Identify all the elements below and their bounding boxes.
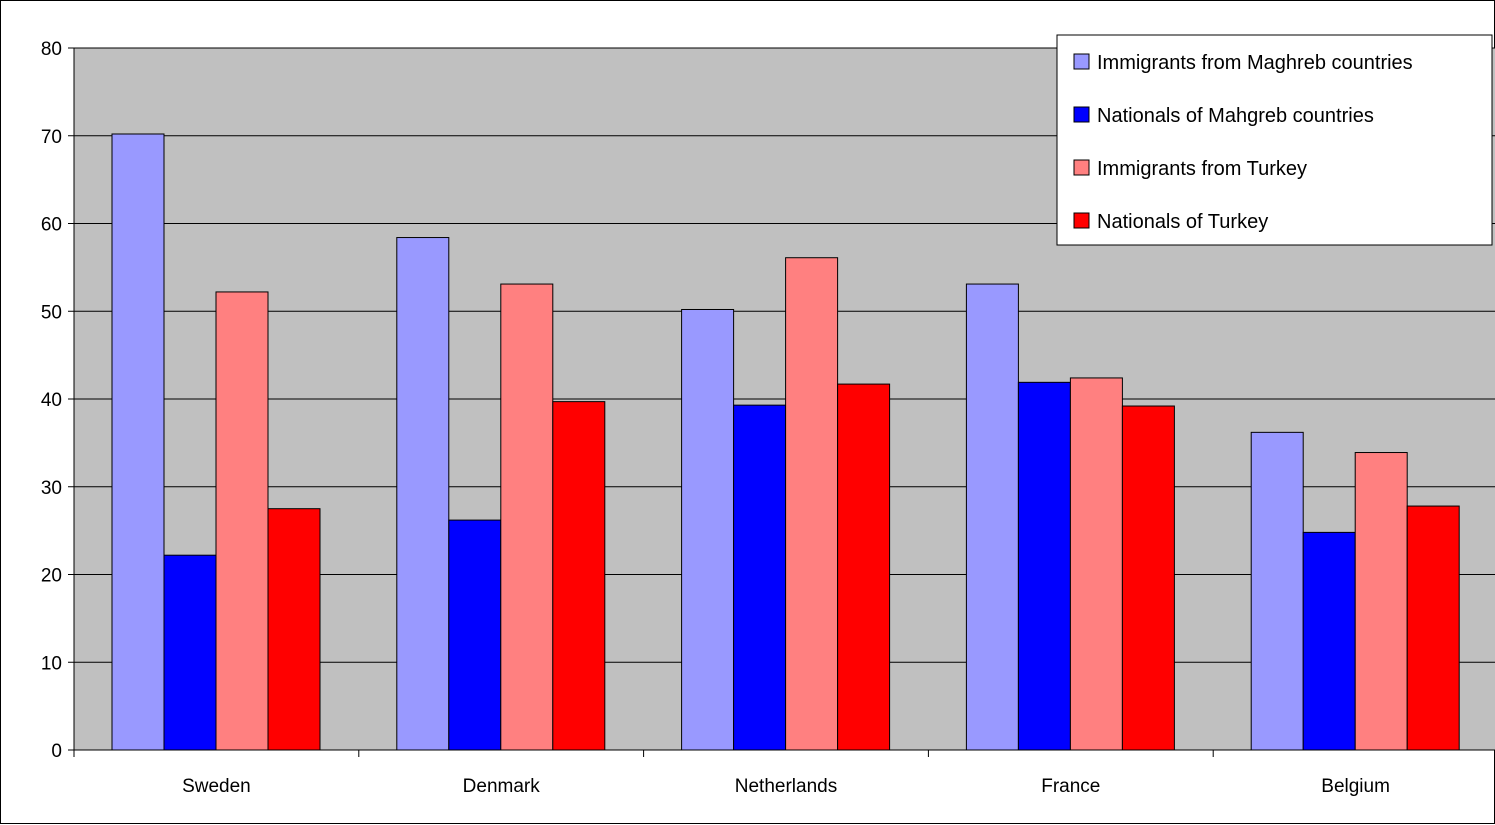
bar-2-sweden: [163, 554, 217, 751]
axes: [68, 47, 1495, 757]
bar-4-sweden: [267, 508, 321, 751]
legend-swatch-3: [1073, 159, 1090, 176]
y-tick-label: 0: [51, 741, 62, 762]
legend-label-1: Immigrants from Maghreb countries: [1097, 52, 1413, 74]
legend: Immigrants from Maghreb countries Nationa…: [1056, 34, 1493, 246]
bar-3-sweden: [215, 291, 269, 751]
bar-1-denmark: [396, 237, 450, 751]
y-tick-label: 70: [41, 127, 62, 148]
bar-3-netherlands: [785, 257, 839, 751]
x-tick-label-denmark: Denmark: [463, 776, 541, 797]
legend-label-2: Nationals of Mahgreb countries: [1097, 105, 1374, 127]
bars: [111, 133, 1460, 751]
x-tick-label-france: France: [1041, 776, 1100, 797]
bar-4-netherlands: [837, 383, 891, 751]
legend-swatch-2: [1073, 106, 1090, 123]
bar-4-denmark: [552, 401, 606, 751]
bar-1-netherlands: [681, 308, 735, 751]
bar-2-denmark: [448, 519, 502, 751]
y-tick-label: 50: [41, 302, 62, 323]
y-tick-label: 40: [41, 390, 62, 411]
bar-3-france: [1069, 377, 1123, 751]
bar-1-belgium: [1250, 431, 1304, 751]
y-tick-label: 80: [41, 39, 62, 60]
bar-1-france: [965, 283, 1019, 751]
bar-4-belgium: [1406, 505, 1460, 751]
y-tick-label: 20: [41, 566, 62, 587]
x-tick-label-belgium: Belgium: [1321, 776, 1390, 797]
x-tick-label-netherlands: Netherlands: [735, 776, 837, 797]
legend-box: [1056, 34, 1493, 246]
bar-2-netherlands: [733, 404, 787, 751]
bar-4-france: [1121, 405, 1175, 751]
bar-3-belgium: [1354, 452, 1408, 751]
y-tick-label: 30: [41, 478, 62, 499]
x-tick-label-sweden: Sweden: [182, 776, 251, 797]
legend-label-4: Nationals of Turkey: [1097, 211, 1268, 233]
legend-swatch-1: [1073, 53, 1090, 70]
bar-3-denmark: [500, 283, 554, 751]
legend-label-3: Immigrants from Turkey: [1097, 158, 1307, 180]
bar-1-sweden: [111, 133, 165, 751]
bar-2-france: [1017, 381, 1071, 751]
legend-swatch-4: [1073, 212, 1090, 229]
y-tick-label: 60: [41, 215, 62, 236]
bar-2-belgium: [1302, 531, 1356, 751]
y-tick-label: 10: [41, 653, 62, 674]
x-tick-labels: Sweden Denmark Netherlands France Belgium: [182, 776, 1390, 797]
y-tick-labels: 0 10 20 30 40 50 60 70 80: [41, 39, 62, 762]
